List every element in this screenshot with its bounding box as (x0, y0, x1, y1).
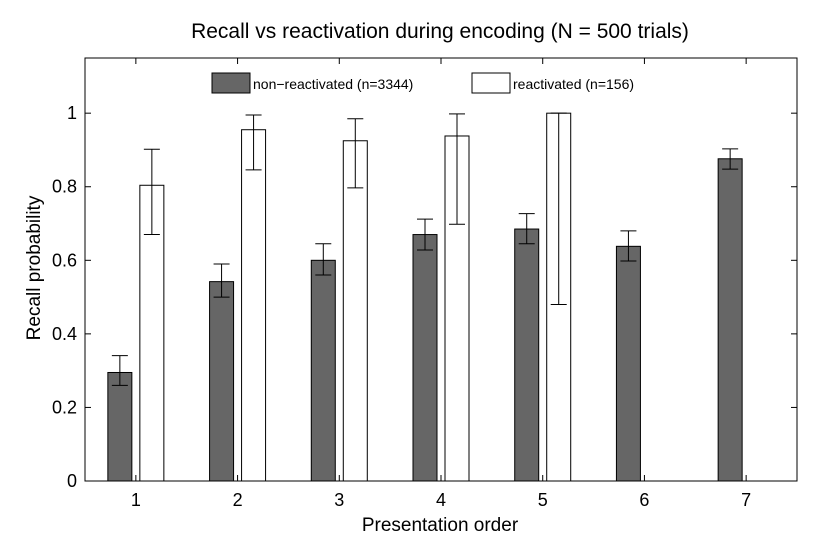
x-tick-label: 7 (741, 490, 751, 510)
bar-series-1 (514, 228, 540, 482)
plot-area: 0 0.2 0.4 0.6 0.8 1 1 2 3 4 5 6 7 non−reactivated (n=… (52, 57, 798, 510)
x-tick-label: 3 (334, 490, 344, 510)
legend-label-series-2: reactivated (n=156) (513, 76, 634, 92)
bar-series-1 (310, 259, 336, 482)
y-axis-label: Recall probability (24, 195, 45, 340)
x-tick-label: 1 (131, 490, 141, 510)
bar-series-1 (107, 371, 133, 482)
legend-swatch-series-2 (471, 72, 511, 94)
y-tick-label: 1 (67, 103, 77, 123)
y-tick-label: 0.2 (52, 397, 77, 417)
chart-title: Recall vs reactivation during encoding (… (191, 20, 689, 43)
x-tick-label: 5 (538, 490, 548, 510)
bar-series-2 (241, 129, 267, 482)
x-axis-label: Presentation order (362, 515, 519, 536)
bar-series-2 (342, 140, 368, 482)
x-tick-label: 4 (436, 490, 446, 510)
y-tick-label: 0.6 (52, 250, 77, 270)
y-tick-label: 0 (67, 471, 77, 491)
bar-series-1 (717, 158, 743, 482)
x-tick-label: 2 (233, 490, 243, 510)
plot-frame (84, 57, 798, 482)
bar-series-1 (615, 245, 641, 482)
legend-swatch-series-1 (211, 72, 251, 94)
bar-series-1 (209, 281, 235, 482)
bar-series-1 (412, 234, 438, 482)
y-tick-label: 0.8 (52, 177, 77, 197)
y-tick-label: 0.4 (52, 324, 77, 344)
x-tick-label: 6 (639, 490, 649, 510)
legend-label-series-1: non−reactivated (n=3344) (253, 76, 413, 92)
